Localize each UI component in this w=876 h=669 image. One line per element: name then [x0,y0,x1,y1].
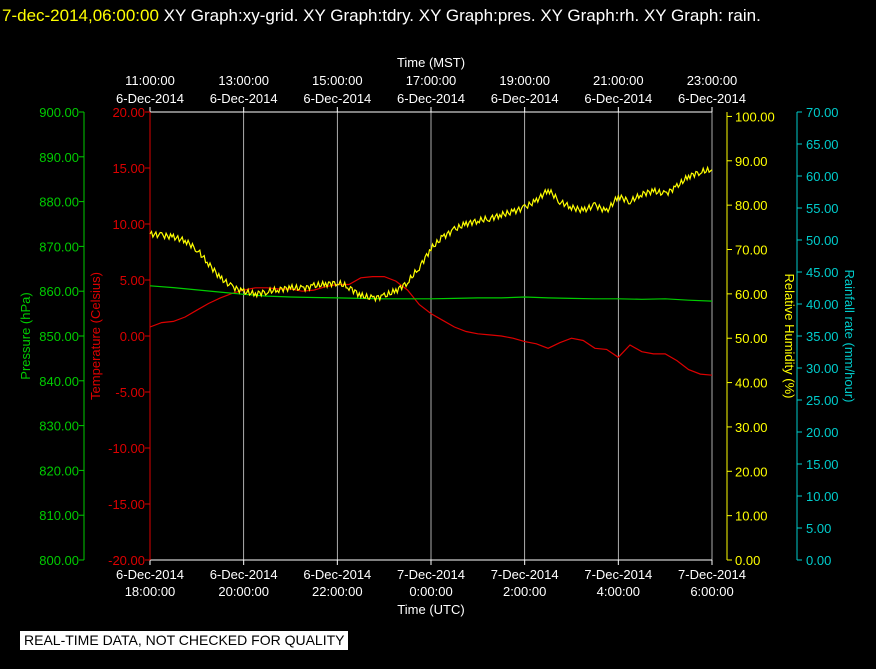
x-tick-label-utc-date: 6-Dec-2014 [210,567,278,582]
x-tick-label-mst-time: 19:00:00 [499,73,550,88]
series-line-pres [149,285,713,302]
x-tick-label-mst-time: 17:00:00 [406,73,457,88]
temperature-tick-label: -10.00 [108,441,145,456]
humidity-tick-label: 90.00 [735,154,768,169]
rain-tick-label: 50.00 [806,233,839,248]
temperature-tick-label: 20.00 [112,105,145,120]
quality-notice: REAL-TIME DATA, NOT CHECKED FOR QUALITY [20,631,349,650]
temperature-tick-label: 5.00 [120,273,145,288]
rain-tick-label: 60.00 [806,169,839,184]
pressure-tick-label: 850.00 [39,329,79,344]
pressure-tick-label: 860.00 [39,284,79,299]
humidity-tick-label: 40.00 [735,376,768,391]
x-tick-label-utc-time: 20:00:00 [218,584,269,599]
rain-tick-label: 55.00 [806,201,839,216]
humidity-axis-title: Relative Humidity (%) [782,274,797,399]
x-tick-label-mst-date: 6-Dec-2014 [210,91,278,106]
x-tick-label-utc-time: 22:00:00 [312,584,363,599]
x-tick-label-utc-date: 7-Dec-2014 [678,567,746,582]
rain-tick-label: 15.00 [806,457,839,472]
humidity-tick-label: 30.00 [735,420,768,435]
pressure-tick-label: 880.00 [39,195,79,210]
x-tick-label-mst-date: 6-Dec-2014 [491,91,559,106]
graph-title-line: 7-dec-2014,06:00:00 XY Graph:xy-grid. XY… [2,2,862,30]
humidity-tick-label: 50.00 [735,331,768,346]
x-tick-label-utc-time: 6:00:00 [690,584,733,599]
humidity-tick-label: 100.00 [735,109,775,124]
pressure-tick-label: 830.00 [39,419,79,434]
graph-list: XY Graph:xy-grid. XY Graph:tdry. XY Grap… [163,6,761,25]
rain-axis-title: Rainfall rate (mm/hour) [842,270,857,403]
pressure-tick-label: 840.00 [39,374,79,389]
x-tick-label-mst-time: 15:00:00 [312,73,363,88]
rain-tick-label: 25.00 [806,393,839,408]
rain-tick-label: 5.00 [806,521,831,536]
x-tick-label-utc-date: 6-Dec-2014 [116,567,184,582]
pressure-tick-label: 890.00 [39,150,79,165]
x-tick-label-utc-date: 7-Dec-2014 [584,567,652,582]
x-tick-label-utc-date: 6-Dec-2014 [303,567,371,582]
pressure-tick-label: 900.00 [39,105,79,120]
pressure-axis-title: Pressure (hPa) [18,292,33,379]
humidity-tick-label: 60.00 [735,287,768,302]
x-tick-label-mst-time: 21:00:00 [593,73,644,88]
humidity-tick-label: 80.00 [735,198,768,213]
rain-tick-label: 35.00 [806,329,839,344]
rain-tick-label: 30.00 [806,361,839,376]
x-tick-label-utc-time: 0:00:00 [409,584,452,599]
rain-tick-label: 10.00 [806,489,839,504]
temperature-tick-label: -5.00 [115,385,145,400]
x-tick-label-mst-date: 6-Dec-2014 [397,91,465,106]
rain-tick-label: 45.00 [806,265,839,280]
humidity-tick-label: 0.00 [735,553,760,568]
humidity-tick-label: 20.00 [735,464,768,479]
x-tick-label-mst-date: 6-Dec-2014 [116,91,184,106]
x-tick-label-mst-date: 6-Dec-2014 [678,91,746,106]
temperature-axis-title: Temperature (Celsius) [88,272,103,400]
x-tick-label-utc-time: 4:00:00 [597,584,640,599]
x-tick-label-mst-date: 6-Dec-2014 [303,91,371,106]
x-tick-label-utc-date: 7-Dec-2014 [491,567,559,582]
temperature-tick-label: -20.00 [108,553,145,568]
rain-tick-label: 70.00 [806,105,839,120]
temperature-tick-label: 15.00 [112,161,145,176]
x-axis-label-utc: Time (UTC) [397,602,464,617]
x-tick-label-utc-time: 2:00:00 [503,584,546,599]
rain-tick-label: 40.00 [806,297,839,312]
x-tick-label-mst-date: 6-Dec-2014 [584,91,652,106]
x-tick-label-utc-time: 18:00:00 [125,584,176,599]
x-tick-label-mst-time: 23:00:00 [687,73,738,88]
temperature-tick-label: -15.00 [108,497,145,512]
pressure-tick-label: 800.00 [39,553,79,568]
temperature-tick-label: 0.00 [120,329,145,344]
x-tick-label-utc-date: 7-Dec-2014 [397,567,465,582]
x-axis-label-mst: Time (MST) [397,55,465,70]
timestamp: 7-dec-2014,06:00:00 [2,6,159,25]
x-tick-label-mst-time: 13:00:00 [218,73,269,88]
series-line-rh [149,165,713,303]
rain-tick-label: 0.00 [806,553,831,568]
pressure-tick-label: 820.00 [39,463,79,478]
humidity-tick-label: 70.00 [735,243,768,258]
rain-tick-label: 65.00 [806,137,839,152]
pressure-tick-label: 810.00 [39,508,79,523]
pressure-tick-label: 870.00 [39,239,79,254]
rain-tick-label: 20.00 [806,425,839,440]
x-tick-label-mst-time: 11:00:00 [125,73,175,88]
temperature-tick-label: 10.00 [112,217,145,232]
humidity-tick-label: 10.00 [735,509,768,524]
